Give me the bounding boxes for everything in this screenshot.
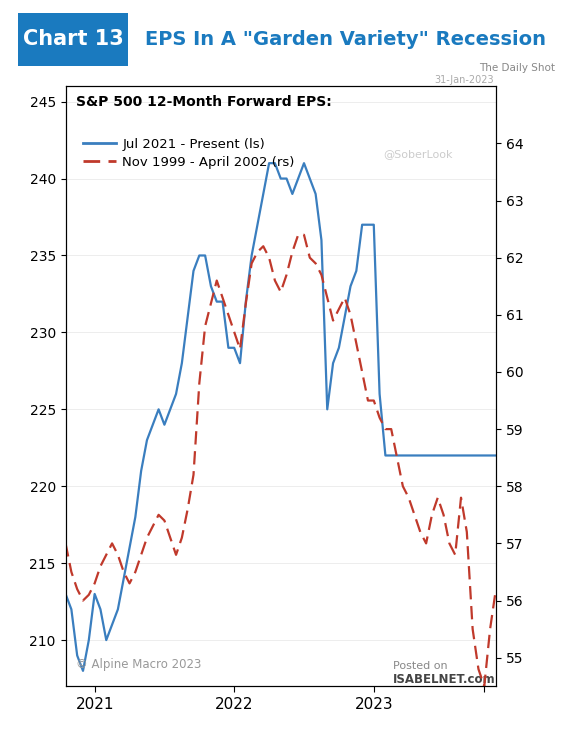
Text: The Daily Shot: The Daily Shot — [479, 63, 555, 74]
Text: Posted on: Posted on — [393, 662, 447, 671]
Text: © Alpine Macro 2023: © Alpine Macro 2023 — [76, 658, 201, 671]
Text: Chart 13: Chart 13 — [23, 29, 123, 50]
Text: S&P 500 12-Month Forward EPS:: S&P 500 12-Month Forward EPS: — [76, 95, 332, 109]
Text: 31-Jan-2023: 31-Jan-2023 — [434, 75, 494, 85]
Text: EPS In A "Garden Variety" Recession: EPS In A "Garden Variety" Recession — [145, 30, 546, 49]
FancyBboxPatch shape — [18, 13, 128, 66]
Legend: Jul 2021 - Present (ls), Nov 1999 - April 2002 (rs): Jul 2021 - Present (ls), Nov 1999 - Apri… — [83, 138, 295, 169]
Text: @SoberLook: @SoberLook — [384, 149, 453, 159]
Text: ISABELNET.com: ISABELNET.com — [393, 673, 495, 686]
